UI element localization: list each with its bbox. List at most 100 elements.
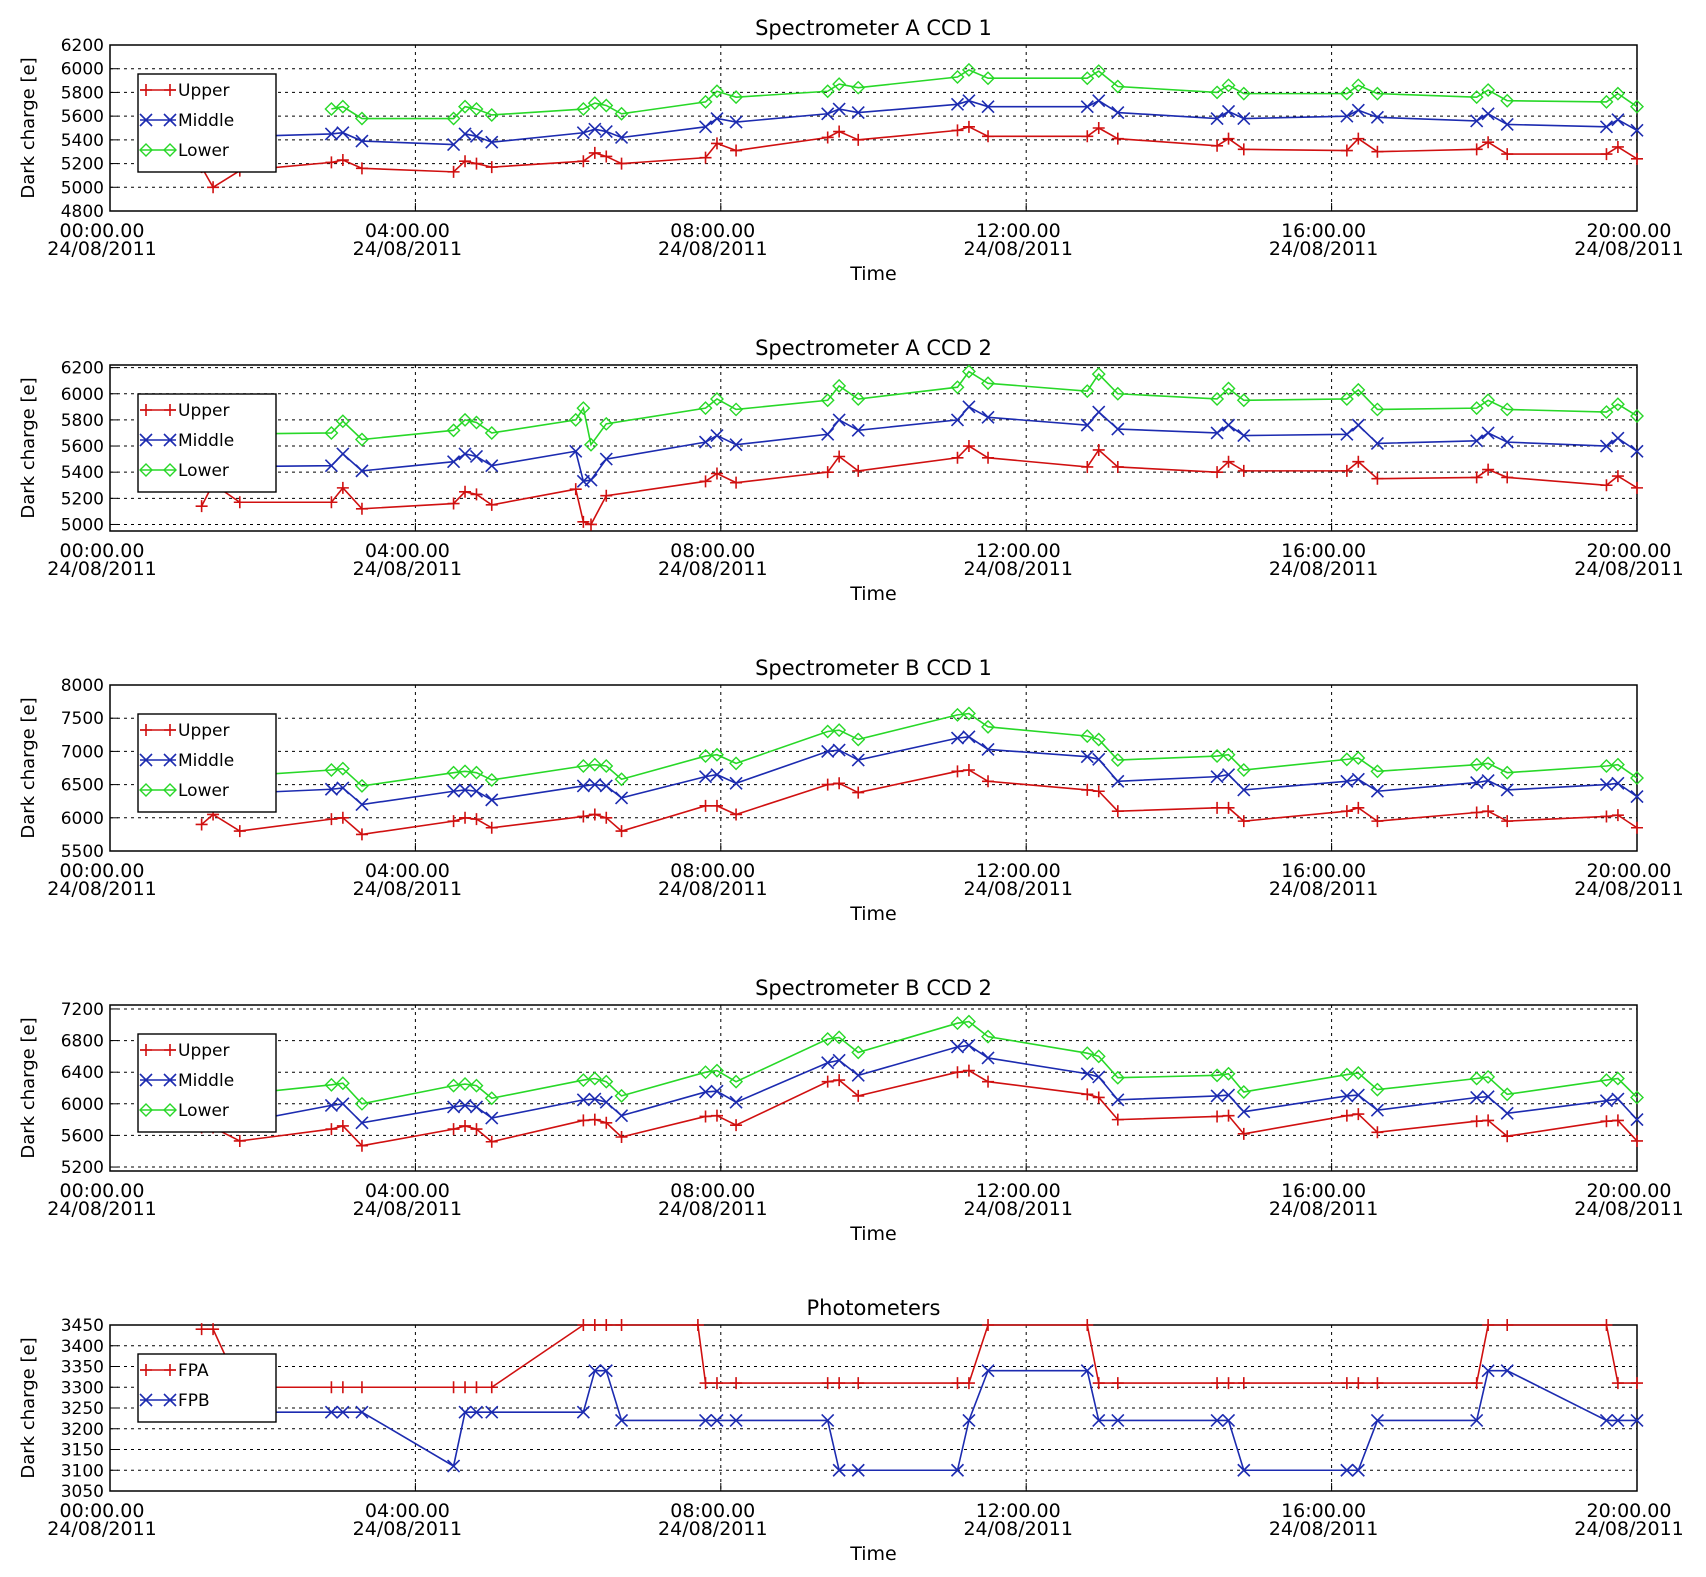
legend-marker: [139, 1103, 153, 1117]
data-point: [1111, 805, 1124, 818]
data-point: [336, 781, 350, 795]
data-point: [951, 1066, 964, 1079]
data-point: [832, 1030, 847, 1045]
data-point: [710, 429, 724, 443]
data-point: [576, 779, 590, 793]
y-axis-label: Dark charge [e]: [18, 1017, 39, 1158]
data-point: [1081, 130, 1094, 143]
x-tick-time: 04:00.00: [365, 1500, 450, 1522]
x-tick-time: 04:00.00: [365, 540, 450, 562]
data-point: [577, 1114, 590, 1127]
data-point: [336, 1119, 349, 1132]
data-point: [1340, 144, 1353, 157]
data-point: [710, 1109, 723, 1122]
legend-marker: [163, 783, 177, 797]
data-point: [1222, 132, 1235, 145]
data-point: [1210, 111, 1224, 126]
data-point: [950, 1463, 965, 1477]
data-point: [599, 1095, 613, 1109]
legend-label: Middle: [178, 1071, 234, 1091]
x-tick-date: 24/08/2011: [1574, 1198, 1684, 1220]
data-point: [1111, 1093, 1125, 1107]
data-point: [469, 449, 484, 464]
y-tick-label: 5400: [61, 463, 104, 483]
data-point: [710, 768, 724, 782]
legend-label: Middle: [178, 751, 234, 771]
data-point: [833, 125, 846, 138]
data-point: [458, 127, 472, 141]
data-point: [821, 1075, 834, 1088]
data-point: [981, 1051, 995, 1065]
y-tick-label: 3400: [61, 1337, 104, 1357]
data-point: [1210, 1068, 1225, 1083]
data-point: [698, 749, 713, 764]
data-point: [1081, 460, 1094, 473]
data-point: [951, 124, 964, 137]
data-point: [1111, 132, 1124, 145]
data-point: [355, 134, 369, 148]
x-tick-date: 24/08/2011: [47, 878, 157, 900]
x-tick-time: 04:00.00: [365, 1180, 450, 1202]
legend-marker: [164, 1044, 176, 1056]
series-line: [209, 99, 1638, 146]
data-point: [1599, 94, 1614, 109]
y-tick-label: 3050: [61, 1482, 104, 1502]
data-point: [730, 476, 743, 489]
legend-marker: [140, 84, 152, 96]
legend: Upper Middle Lower: [137, 1033, 277, 1133]
data-point: [614, 1413, 629, 1428]
chart-panel-1: Spectrometer A CCD 1 4800 5000 5200 5400 5600…: [18, 16, 1684, 285]
x-tick-date: 24/08/2011: [658, 1518, 768, 1540]
data-point: [355, 1139, 368, 1152]
data-point: [614, 1109, 629, 1123]
data-point: [1482, 805, 1495, 818]
data-point: [1371, 1126, 1384, 1139]
data-point: [950, 1016, 965, 1031]
data-point: [233, 825, 246, 838]
data-point: [851, 423, 865, 437]
data-point: [599, 1364, 613, 1378]
data-point: [1221, 1088, 1236, 1102]
data-point: [1080, 1364, 1094, 1378]
data-point: [1081, 1088, 1094, 1101]
legend-label: Middle: [178, 431, 234, 451]
data-point: [1370, 784, 1384, 798]
data-point: [1469, 401, 1484, 416]
data-point: [1080, 100, 1094, 114]
data-point: [446, 111, 461, 126]
data-point: [950, 413, 965, 427]
data-point: [459, 1119, 472, 1132]
data-point: [1221, 768, 1236, 782]
data-point: [459, 1381, 472, 1394]
data-point: [576, 1405, 590, 1419]
chart-panel-5: Photometers30503100315032003250330033503…: [18, 1296, 1684, 1565]
data-point: [336, 1097, 350, 1111]
data-point: [600, 1319, 613, 1331]
data-point: [576, 1093, 590, 1107]
chart-title: Spectrometer A CCD 2: [755, 336, 992, 360]
data-point: [729, 402, 744, 417]
data-point: [1080, 418, 1094, 432]
data-point: [981, 742, 995, 756]
x-tick-time: 12:00.00: [976, 1180, 1061, 1202]
data-point: [324, 1077, 339, 1092]
data-point: [729, 756, 744, 771]
data-point: [1370, 1103, 1384, 1117]
data-point: [355, 1381, 368, 1394]
data-point: [699, 151, 712, 164]
data-point: [1482, 463, 1495, 476]
y-axis-label: Dark charge [e]: [18, 697, 39, 838]
x-tick-date: 24/08/2011: [963, 558, 1073, 580]
data-point: [1630, 789, 1644, 804]
series-lower: [324, 62, 1644, 126]
data-point: [1211, 139, 1224, 152]
data-point: [470, 488, 483, 501]
data-point: [458, 1077, 473, 1092]
x-tick-time: 16:00.00: [1281, 540, 1366, 562]
data-point: [1210, 391, 1225, 406]
data-point: [325, 1123, 338, 1136]
data-point: [1630, 444, 1644, 458]
data-point: [730, 1119, 743, 1132]
data-point: [336, 481, 349, 494]
x-tick-time: 12:00.00: [976, 220, 1061, 242]
